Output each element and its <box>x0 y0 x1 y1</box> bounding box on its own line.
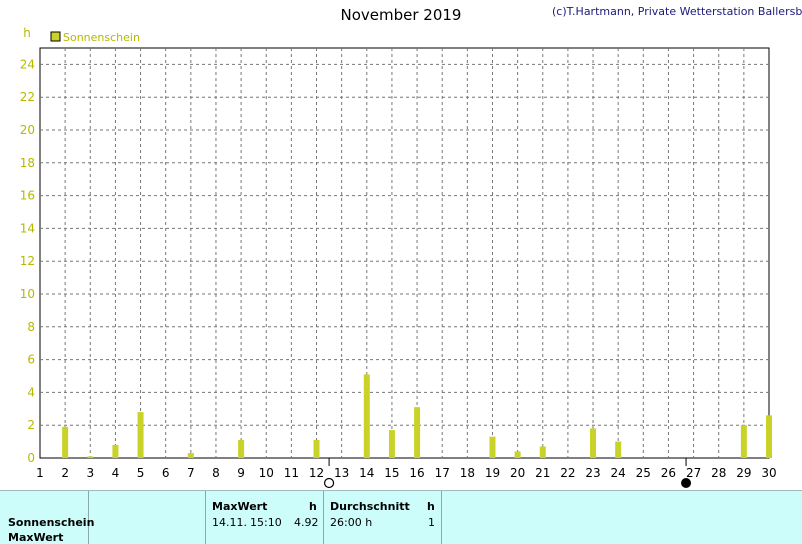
x-tick-label: 16 <box>409 466 424 480</box>
y-tick-label: 14 <box>20 221 35 235</box>
x-tick-label: 21 <box>535 466 550 480</box>
y-tick-label: 16 <box>20 189 35 203</box>
x-tick-label: 26 <box>661 466 676 480</box>
x-tick-label: 14 <box>359 466 374 480</box>
chart-title: November 2019 <box>340 6 462 24</box>
x-tick-label: 18 <box>460 466 475 480</box>
maxwert-header: MaxWert <box>212 500 268 513</box>
table-divider <box>323 491 324 544</box>
new-moon-icon <box>681 478 692 488</box>
copyright-note: (c)T.Hartmann, Private Wetterstation Bal… <box>552 5 802 18</box>
y-tick-label: 2 <box>27 418 35 432</box>
sunshine-bar <box>62 426 69 458</box>
maxwert-time: 15:10 <box>250 516 282 529</box>
sunshine-bar <box>388 430 395 458</box>
table-divider <box>88 491 89 544</box>
full-moon-icon <box>323 477 335 489</box>
y-tick-label: 20 <box>20 123 35 137</box>
x-tick-label: 17 <box>435 466 450 480</box>
maxwert-date: 14.11. <box>212 516 247 529</box>
x-tick-label: 8 <box>212 466 220 480</box>
legend-swatch <box>50 31 61 42</box>
sunshine-bar <box>414 407 421 458</box>
durchschnitt-value: 26:00 h <box>330 516 373 529</box>
x-tick-label: 6 <box>162 466 170 480</box>
x-tick-label: 20 <box>510 466 525 480</box>
x-tick-label: 11 <box>284 466 299 480</box>
x-tick-label: 10 <box>259 466 274 480</box>
sunshine-bar <box>313 439 320 458</box>
y-tick-label: 8 <box>27 320 35 334</box>
sunshine-bar <box>187 453 194 458</box>
y-tick-label: 10 <box>20 287 35 301</box>
sunshine-bar <box>514 451 521 458</box>
x-tick-label: 30 <box>761 466 776 480</box>
x-tick-label: 23 <box>585 466 600 480</box>
sunshine-bar <box>112 444 119 458</box>
x-tick-label: 2 <box>61 466 69 480</box>
x-tick-label: 22 <box>560 466 575 480</box>
x-tick-label: 9 <box>237 466 245 480</box>
x-tick-label: 25 <box>636 466 651 480</box>
row-label-sonnenschein: Sonnenschein <box>8 516 95 529</box>
x-tick-label: 15 <box>384 466 399 480</box>
y-tick-label: 18 <box>20 156 35 170</box>
y-tick-label: 4 <box>27 385 35 399</box>
sunshine-bar <box>590 428 597 458</box>
y-tick-label: 0 <box>27 451 35 465</box>
y-tick-label: 6 <box>27 353 35 367</box>
x-tick-label: 19 <box>485 466 500 480</box>
sunshine-bar <box>740 425 747 458</box>
y-tick-label: 24 <box>20 57 35 71</box>
x-tick-label: 5 <box>137 466 145 480</box>
durchschnitt-count: 1 <box>428 516 435 529</box>
x-tick-label: 13 <box>334 466 349 480</box>
sunshine-bar <box>766 415 772 458</box>
y-tick-label: 12 <box>20 254 35 268</box>
sunshine-bar <box>363 374 370 458</box>
durchschnitt-unit: h <box>427 500 435 513</box>
y-tick-label: 22 <box>20 90 35 104</box>
plot-area <box>39 47 770 459</box>
x-tick-label: 3 <box>86 466 94 480</box>
sunshine-bar <box>615 441 622 458</box>
durchschnitt-header: Durchschnitt <box>330 500 410 513</box>
stats-table: Sonnenschein MaxWert MaxWert h 14.11. 15… <box>0 490 802 544</box>
sunshine-bar <box>539 446 546 458</box>
table-divider <box>441 491 442 544</box>
x-tick-label: 29 <box>736 466 751 480</box>
x-tick-label: 24 <box>611 466 626 480</box>
sunshine-bar <box>87 456 94 458</box>
x-tick-label: 28 <box>711 466 726 480</box>
sunshine-bar <box>137 412 144 458</box>
maxwert-value: 4.92 <box>294 516 319 529</box>
sunshine-bar <box>489 436 496 458</box>
y-axis-label: h <box>23 26 31 40</box>
x-tick-label: 12 <box>309 466 324 480</box>
maxwert-unit: h <box>309 500 317 513</box>
x-tick-label: 4 <box>112 466 120 480</box>
legend-label: Sonnenschein <box>63 31 140 44</box>
sunshine-bar <box>238 439 245 458</box>
x-tick-label: 1 <box>36 466 44 480</box>
row-label-maxwert: MaxWert <box>8 531 64 544</box>
table-divider <box>205 491 206 544</box>
x-tick-label: 27 <box>686 466 701 480</box>
x-tick-label: 7 <box>187 466 195 480</box>
